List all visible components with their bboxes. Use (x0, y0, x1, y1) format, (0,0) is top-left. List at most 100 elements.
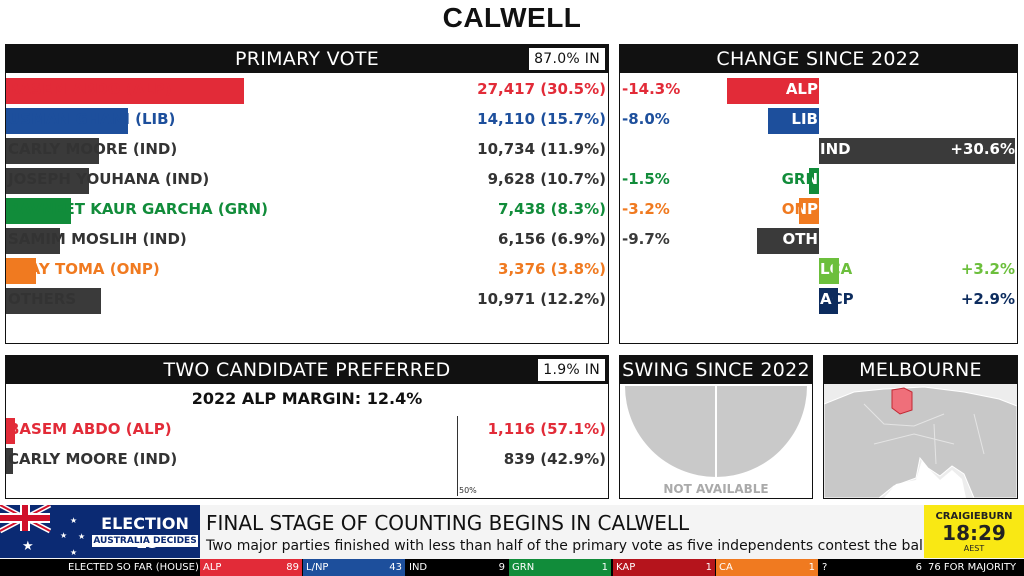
candidate-votes: 7,438 (8.3%) (498, 200, 606, 218)
change-party-label: LCA (820, 260, 853, 278)
change-bar (819, 138, 1015, 164)
seat-tally-count: 1 (808, 562, 815, 573)
change-row: LCALCA+3.2% (620, 257, 1017, 284)
calwell-electorate (891, 387, 913, 415)
candidate-bar (6, 288, 102, 314)
ticker-subline: Two major parties finished with less tha… (206, 538, 941, 554)
primary-vote-panel: PRIMARY VOTE 87.0% IN BASEM ABDO (ALP)BA… (5, 44, 609, 344)
tcp-midline (457, 416, 458, 496)
seat-tally-kap: KAP 1 (613, 559, 715, 576)
change-value: -8.0% (622, 110, 670, 128)
swing-title: SWING SINCE 2022 (622, 359, 810, 381)
tcp-margin: 2022 ALP MARGIN: 12.4% (191, 389, 423, 408)
clock-place: CRAIGIEBURN (935, 511, 1013, 522)
svg-text:★: ★ (22, 539, 34, 554)
seat-tally-count: 89 (286, 562, 299, 573)
change-bar (756, 228, 819, 254)
change-party-label-overlay: LIB (791, 110, 818, 128)
candidate-name: CARLY MOORE (IND) (8, 140, 178, 158)
candidate-votes: 10,971 (12.2%) (477, 290, 606, 308)
candidate-name: JOSEPH YOUHANA (IND) (8, 170, 210, 188)
candidate-name: LUAY TOMA (ONP) (8, 260, 160, 278)
map-title: MELBOURNE (859, 359, 982, 381)
tcp-candidate-name: CARLY MOORE (IND) (8, 450, 178, 468)
change-party-label-overlay: ALP (785, 80, 818, 98)
clock-time: 18:29 (942, 521, 1006, 545)
seat-tally-lnp: L/NP 43 (303, 559, 405, 576)
candidate-row: RAVNEET KAUR GARCHA (GRN) RAVNEET KAUR GA… (6, 197, 608, 224)
candidate-row: JOSEPH YOUHANA (IND) JOSEPH YOUHANA (IND)… (6, 167, 608, 194)
change-party-label: LIB (791, 110, 818, 128)
svg-text:★: ★ (70, 516, 77, 525)
candidate-row: OTHERSOTHERS10,971 (12.2%) (6, 287, 608, 314)
swing-header: SWING SINCE 2022 (620, 356, 812, 384)
candidate-bar (6, 228, 60, 254)
seat-tally-count: 1 (705, 562, 712, 573)
candidate-bar (6, 198, 71, 224)
candidate-name: BASEM ABDO (ALP) (8, 80, 172, 98)
seat-tally-party: CA (719, 562, 733, 573)
svg-text:★: ★ (60, 531, 67, 540)
seat-tally-count: 1 (601, 562, 608, 573)
map-district-lines (863, 403, 985, 465)
ticker-headline: FINAL STAGE OF COUNTING BEGINS IN CALWEL… (206, 511, 690, 535)
change-bar (767, 108, 819, 134)
seat-tally-ind: IND 9 (406, 559, 508, 576)
candidate-name: RAVNEET KAUR GARCHA (GRN) (8, 200, 268, 218)
change-row: OTH OTH -9.7% (620, 227, 1017, 254)
change-panel: CHANGE SINCE 2022 ALP ALP -14.3% LIB LIB -8.0… (619, 44, 1018, 344)
candidate-votes: 9,628 (10.7%) (487, 170, 606, 188)
candidate-bar (6, 108, 129, 134)
seat-tally-grn: GRN 1 (509, 559, 611, 576)
primary-counted-badge: 87.0% IN (529, 48, 605, 70)
tcp-midline-label: 50% (459, 486, 477, 495)
change-value: -14.3% (622, 80, 681, 98)
change-row: ACPACP+2.9% (620, 287, 1017, 314)
seat-tally-alp: ALP 89 (200, 559, 302, 576)
change-bar (819, 288, 838, 314)
seat-tally-party: L/NP (306, 562, 329, 573)
change-value: +2.9% (960, 290, 1015, 308)
candidate-bar (6, 258, 36, 284)
tcp-candidate-bar (6, 418, 15, 444)
seat-tally-bar: ELECTED SO FAR (HOUSE) ALP 89 L/NP 43 IND 9 GR… (0, 559, 1024, 576)
svg-text:★: ★ (78, 532, 85, 541)
candidate-name: USMAN GHANI (LIB) (8, 110, 176, 128)
tcp-panel: TWO CANDIDATE PREFERRED 1.9% IN 2022 ALP… (5, 355, 609, 499)
change-party-label: ACP (820, 290, 854, 308)
change-title: CHANGE SINCE 2022 (716, 48, 921, 70)
australian-flag-icon: ★ ★ ★ ★ ★ (0, 505, 90, 558)
election-brand-subtitle: AUSTRALIA DECIDES (92, 535, 198, 547)
change-value: -9.7% (622, 230, 670, 248)
candidate-votes: 14,110 (15.7%) (477, 110, 606, 128)
change-row: GRN GRN -1.5% (620, 167, 1017, 194)
change-party-label: ALP (785, 80, 818, 98)
tcp-candidate-row: CARLY MOORE (IND) 839 (42.9%) (6, 447, 608, 474)
candidate-votes: 6,156 (6.9%) (498, 230, 606, 248)
candidate-row: LUAY TOMA (ONP) LUAY TOMA (ONP) 3,376 (3.8… (6, 257, 608, 284)
change-party-label-overlay: GRN (781, 170, 818, 188)
seat-tally-count: 6 (915, 562, 922, 573)
change-value: -1.5% (622, 170, 670, 188)
change-row: LIB LIB -8.0% (620, 107, 1017, 134)
candidate-votes: 27,417 (30.5%) (477, 80, 606, 98)
map-panel: MELBOURNE (823, 355, 1018, 499)
tcp-candidate-votes: 1,116 (57.1%) (487, 420, 606, 438)
candidate-votes: 3,376 (3.8%) (498, 260, 606, 278)
change-value: +3.2% (960, 260, 1015, 278)
seat-tally-count: 43 (389, 562, 402, 573)
seat-tally-label: ELECTED SO FAR (HOUSE) (68, 562, 199, 573)
swing-panel: SWING SINCE 2022 NOT AVAILABLE (619, 355, 813, 499)
tcp-candidate-votes: 839 (42.9%) (503, 450, 606, 468)
change-party-label-overlay: IND (820, 140, 851, 158)
tcp-candidate-name: BASEM ABDO (ALP) (8, 420, 172, 438)
swing-status: NOT AVAILABLE (663, 482, 769, 496)
tcp-title: TWO CANDIDATE PREFERRED (163, 359, 451, 381)
change-party-label-overlay: ACP (820, 290, 832, 308)
map-bay (884, 460, 966, 498)
seat-tally-party: GRN (512, 562, 535, 573)
candidate-row: BASEM ABDO (ALP)BASEM ABDO (ALP)27,417 (… (6, 77, 608, 104)
candidate-bar (6, 138, 99, 164)
swing-gauge (625, 386, 807, 477)
local-clock: CRAIGIEBURN 18:29 AEST (924, 505, 1024, 558)
